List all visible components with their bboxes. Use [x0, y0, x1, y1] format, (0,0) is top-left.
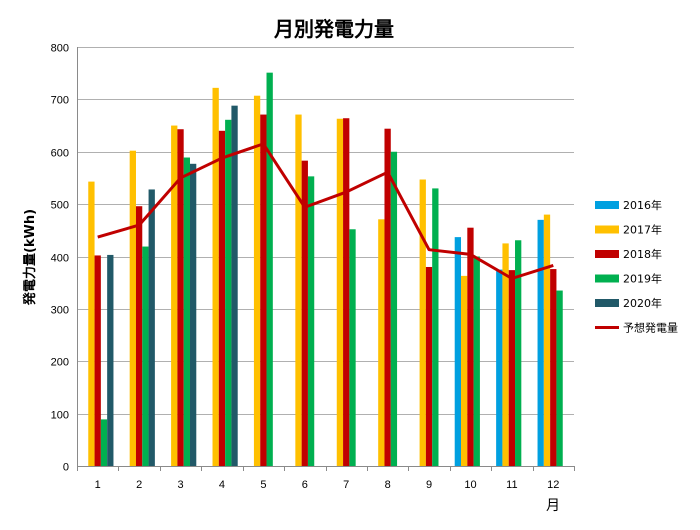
x-tick-label: 5: [260, 479, 266, 491]
bar: [177, 129, 184, 467]
x-tick-label: 7: [343, 479, 349, 491]
x-tick-label: 3: [177, 479, 183, 491]
bar: [454, 237, 462, 466]
bar: [307, 176, 315, 466]
legend-label: 2020年: [623, 296, 662, 310]
y-tick-label: 700: [51, 95, 69, 107]
bar: [218, 130, 226, 467]
bar: [425, 266, 433, 466]
gridlines: [77, 47, 574, 415]
bar: [260, 114, 267, 466]
bar: [107, 254, 114, 466]
bar: [142, 246, 149, 466]
bar: [461, 275, 468, 466]
y-tick-label: 300: [51, 305, 69, 317]
y-tick-label: 200: [51, 357, 69, 369]
bar: [100, 419, 108, 466]
x-tick-label: 12: [547, 479, 559, 491]
bar: [212, 87, 219, 466]
bar: [508, 270, 516, 466]
legend-label: 2016年: [623, 198, 662, 212]
bar: [390, 151, 398, 466]
y-axis-label: 発電力量(kWh): [22, 209, 38, 306]
legend-swatch: [595, 225, 619, 234]
bar: [301, 160, 308, 466]
x-tick-label: 10: [464, 479, 476, 491]
x-tick-label: 8: [385, 479, 391, 491]
bar: [419, 179, 426, 466]
bar: [225, 119, 232, 467]
x-tick-label: 6: [302, 479, 308, 491]
bar: [135, 206, 143, 466]
y-tick-label: 500: [51, 200, 69, 212]
legend-label: 2017年: [623, 223, 662, 237]
legend-label: 2019年: [623, 272, 662, 286]
bar: [183, 157, 190, 466]
bar: [515, 240, 522, 466]
bar: [129, 150, 136, 466]
bar: [266, 72, 273, 466]
x-tick-label: 11: [506, 479, 517, 491]
x-tick-label: 9: [426, 479, 432, 491]
legend-label: 2018年: [623, 247, 662, 261]
legend-swatch: [595, 250, 619, 258]
bar: [550, 269, 557, 466]
bar: [467, 227, 474, 466]
bar: [253, 95, 261, 467]
bar: [378, 219, 385, 466]
bar: [88, 181, 95, 466]
legend-swatch: [595, 201, 619, 209]
bar: [171, 125, 178, 466]
y-tick-label: 400: [51, 253, 69, 265]
bar: [384, 128, 391, 466]
bar: [295, 114, 302, 466]
bar: [502, 243, 509, 466]
bar: [473, 256, 480, 466]
bar: [349, 229, 356, 466]
bar: [148, 189, 155, 466]
bar: [189, 163, 197, 467]
bar: [94, 255, 101, 466]
legend-swatch: [595, 299, 619, 307]
legend-swatch: [595, 274, 619, 283]
forecast-line-group: [97, 142, 554, 280]
bar: [336, 118, 344, 466]
x-axis-label: 月: [546, 498, 560, 514]
x-tick-label: 4: [219, 479, 225, 491]
x-tick-label: 1: [95, 479, 101, 491]
bars: [88, 72, 563, 467]
chart-title: 月別発電力量: [273, 17, 394, 41]
bar: [537, 219, 544, 466]
forecast-line: [97, 142, 554, 280]
x-tick-label: 2: [136, 479, 142, 491]
legend-label: 予想発電量: [623, 321, 678, 335]
bar: [556, 290, 563, 466]
bar: [543, 214, 551, 466]
bar: [432, 188, 439, 466]
bar: [496, 269, 503, 466]
y-tick-label: 800: [51, 43, 69, 55]
bar: [343, 118, 350, 466]
y-tick-label: 600: [51, 148, 69, 160]
bar: [231, 105, 238, 466]
y-tick-label: 0: [63, 462, 69, 474]
y-tick-label: 100: [51, 410, 69, 422]
